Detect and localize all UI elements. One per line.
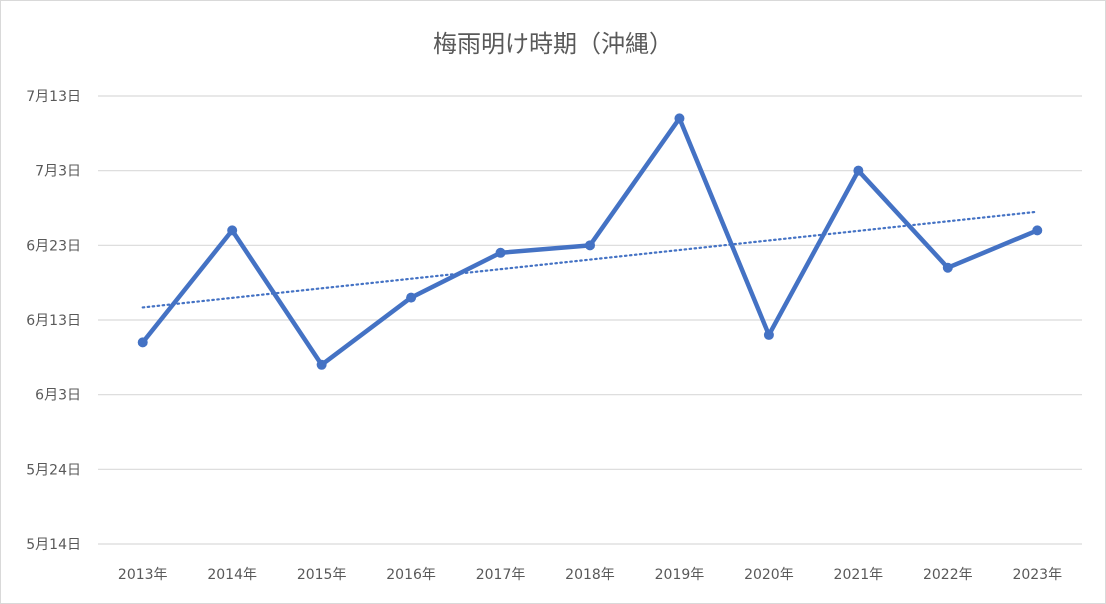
x-tick-label: 2016年 [386,567,436,583]
data-point [316,359,327,370]
x-tick-label: 2022年 [923,567,973,583]
y-tick-label: 6月3日 [35,388,81,404]
x-tick-label: 2019年 [655,567,705,583]
series-group [137,113,1043,370]
y-tick-label: 5月24日 [26,462,81,478]
x-tick-label: 2020年 [744,567,794,583]
data-point [1032,225,1043,236]
x-tick-label: 2017年 [476,567,526,583]
gridlines [98,95,1082,545]
x-tick-label: 2014年 [207,567,257,583]
y-tick-label: 7月3日 [35,164,81,180]
y-tick-label: 7月13日 [26,89,81,105]
data-point [853,165,864,176]
data-point [585,240,595,251]
x-tick-label: 2018年 [565,567,615,583]
data-point [495,247,506,258]
x-axis-ticks: 2013年 2014年 2015年 2016年 2017年 2018年 2019年 2020年… [118,567,1062,583]
y-tick-label: 6月23日 [26,238,81,254]
trendline [141,210,1039,309]
y-axis-ticks: 5月14日 5月24日 6月3日 6月13日 6月23日 7月3日 7月13日 [26,89,81,553]
trendline-group [141,210,1039,309]
x-tick-label: 2013年 [118,567,168,583]
x-tick-label: 2021年 [834,567,884,583]
y-tick-label: 5月14日 [26,537,81,553]
y-tick-label: 6月13日 [26,313,81,329]
data-point [674,113,685,124]
data-point [137,337,148,348]
data-point [763,329,774,340]
x-tick-label: 2015年 [297,567,347,583]
x-tick-label: 2023年 [1012,567,1062,583]
data-point [942,262,953,273]
chart-title: 梅雨明け時期（沖縄） [433,30,673,58]
data-point [406,292,417,303]
data-point [227,225,238,236]
